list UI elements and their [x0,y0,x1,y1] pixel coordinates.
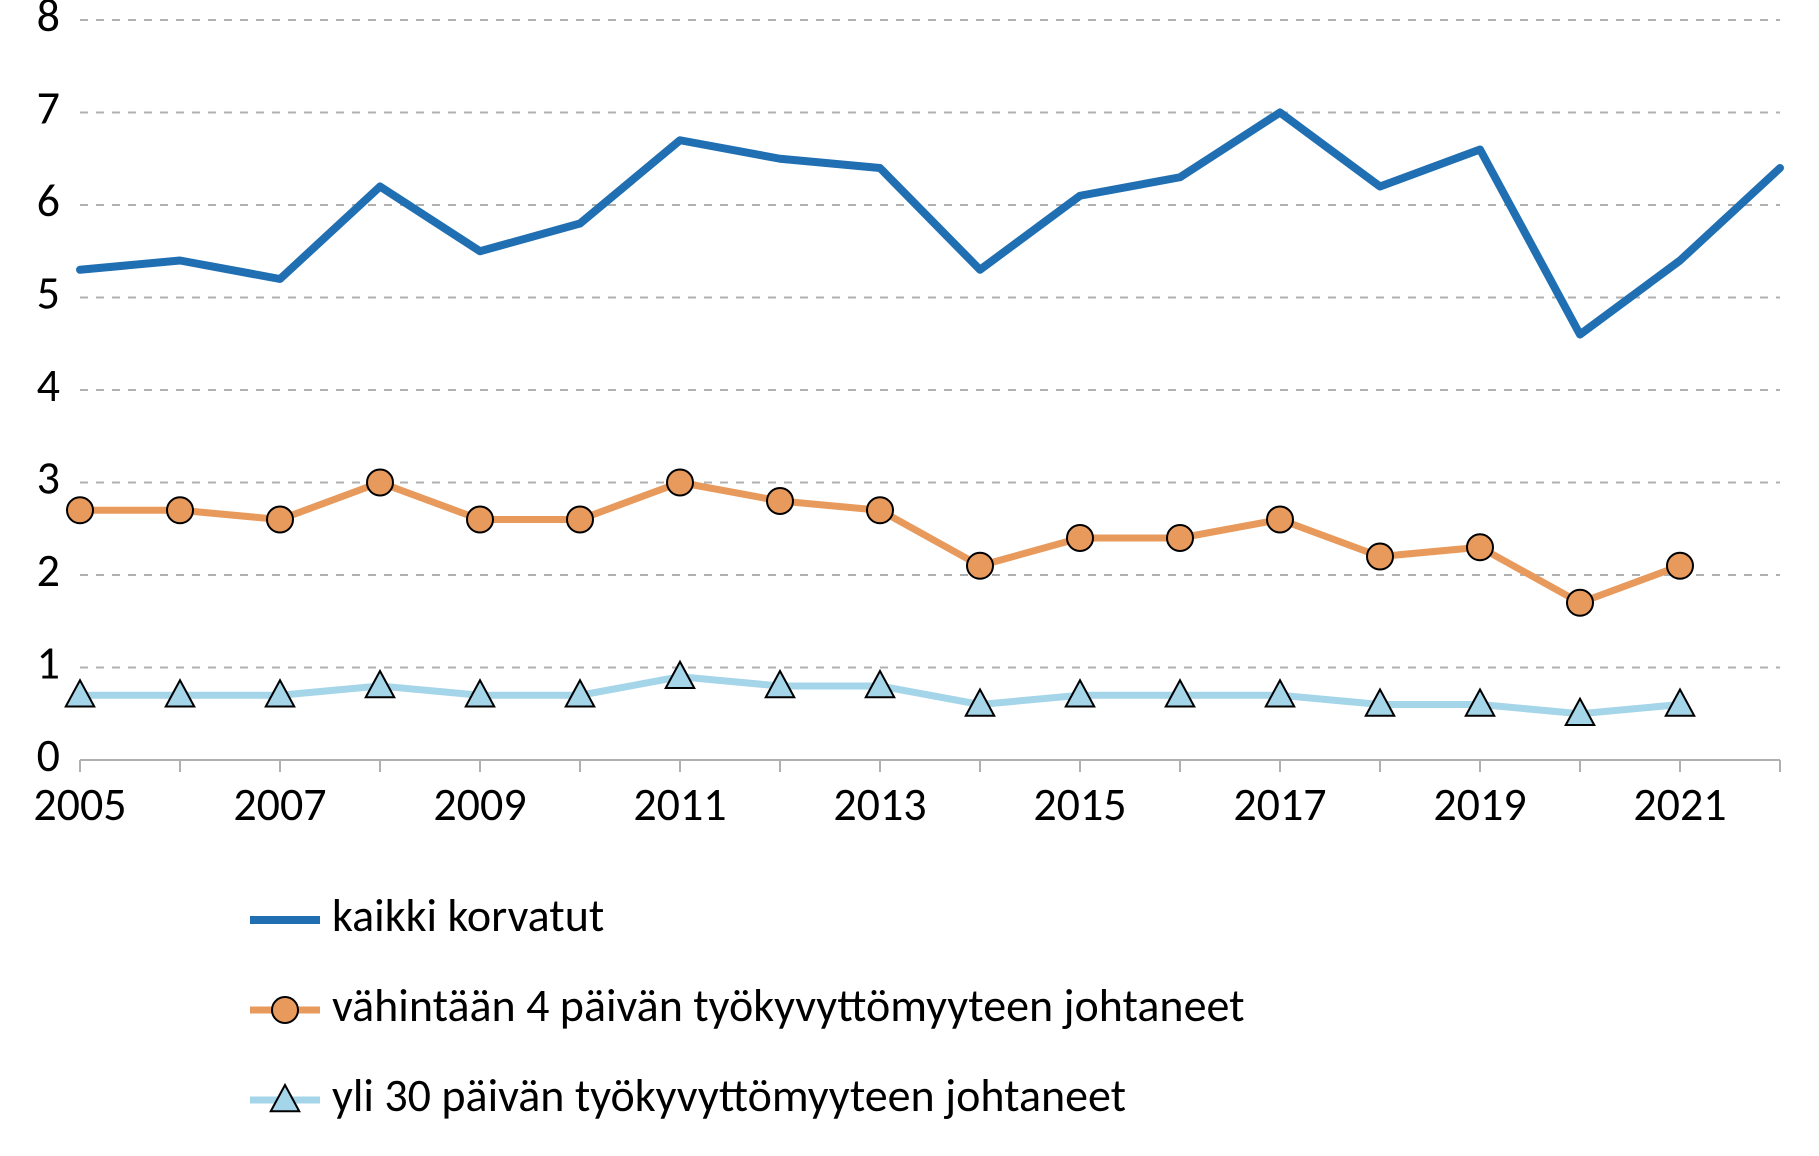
marker-circle [1267,507,1293,533]
y-tick-label: 1 [37,635,60,691]
x-tick-label: 2005 [33,777,126,833]
x-tick-label: 2011 [633,777,726,833]
y-tick-label: 4 [37,358,60,414]
marker-circle [67,497,93,523]
marker-circle [167,497,193,523]
marker-circle [1167,525,1193,551]
x-tick-label: 2007 [233,777,326,833]
line-chart: 0 1 2 3 4 5 6 7 8 2005 2007 2009 2011 2013 2015 2017 201… [0,0,1819,1156]
marker-circle [867,497,893,523]
legend-label: vähintään 4 päivän työkyvyttömyyteen joh… [332,978,1245,1034]
marker-circle [967,553,993,579]
y-tick-label: 3 [37,450,60,506]
y-tick-label: 7 [37,80,60,136]
y-tick-label: 2 [37,543,60,599]
marker-circle [467,507,493,533]
legend-label: kaikki korvatut [332,888,604,944]
marker-circle [1067,525,1093,551]
x-tick-label: 2015 [1033,777,1126,833]
marker-circle [1467,534,1493,560]
marker-circle [367,470,393,496]
marker-circle [667,470,693,496]
y-tick-label: 8 [37,0,60,44]
marker-circle [1567,590,1593,616]
marker-circle [567,507,593,533]
x-tick-label: 2013 [833,777,926,833]
y-tick-label: 5 [37,265,60,321]
x-tick-label: 2017 [1233,777,1326,833]
legend-label: yli 30 päivän työkyvyttömyyteen johtanee… [332,1068,1126,1124]
marker-circle [1667,553,1693,579]
y-tick-label: 0 [37,728,60,784]
legend-marker-circle [272,997,298,1023]
x-tick-label: 2021 [1633,777,1726,833]
marker-circle [1367,544,1393,570]
x-tick-label: 2009 [433,777,526,833]
y-tick-label: 6 [37,173,60,229]
marker-circle [767,488,793,514]
x-tick-label: 2019 [1433,777,1526,833]
marker-circle [267,507,293,533]
chart-svg: 0 1 2 3 4 5 6 7 8 2005 2007 2009 2011 2013 2015 2017 201… [0,0,1819,1156]
